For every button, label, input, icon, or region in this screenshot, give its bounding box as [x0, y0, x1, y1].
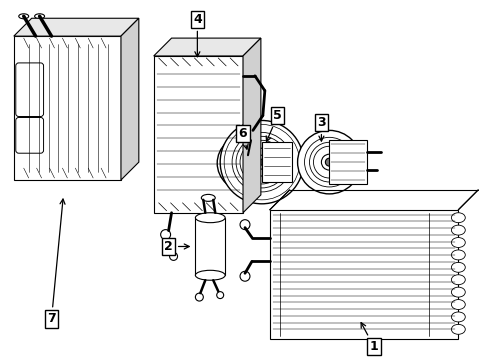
Circle shape [314, 146, 345, 178]
Circle shape [170, 252, 177, 260]
Ellipse shape [451, 287, 466, 297]
Bar [154, 56, 243, 213]
Circle shape [310, 142, 349, 182]
Circle shape [196, 293, 203, 301]
Polygon shape [121, 18, 139, 180]
Ellipse shape [451, 300, 466, 310]
Circle shape [232, 132, 292, 192]
Circle shape [246, 130, 256, 140]
Text: 5: 5 [266, 109, 282, 141]
Text: 4: 4 [193, 13, 202, 57]
Ellipse shape [201, 194, 215, 201]
Polygon shape [243, 38, 261, 213]
Circle shape [321, 154, 337, 170]
Ellipse shape [451, 250, 466, 260]
Ellipse shape [217, 134, 279, 192]
Bar [14, 36, 121, 180]
Circle shape [230, 145, 266, 181]
Circle shape [240, 140, 284, 184]
Circle shape [224, 125, 299, 200]
Circle shape [222, 137, 274, 189]
FancyBboxPatch shape [16, 63, 44, 117]
Polygon shape [14, 18, 139, 36]
Ellipse shape [451, 324, 466, 334]
Circle shape [255, 155, 269, 169]
Text: 1: 1 [361, 323, 378, 353]
Ellipse shape [451, 275, 466, 285]
Circle shape [297, 130, 361, 194]
Circle shape [217, 292, 223, 298]
Circle shape [226, 141, 270, 185]
Circle shape [240, 271, 250, 281]
Ellipse shape [451, 213, 466, 223]
Ellipse shape [35, 14, 45, 19]
Ellipse shape [196, 270, 225, 280]
Circle shape [325, 158, 333, 166]
Ellipse shape [451, 225, 466, 235]
Ellipse shape [19, 14, 29, 19]
Text: 6: 6 [239, 127, 248, 149]
Ellipse shape [196, 213, 225, 223]
Circle shape [242, 155, 250, 163]
Circle shape [243, 158, 253, 168]
Circle shape [259, 159, 265, 165]
Bar [262, 142, 292, 182]
Circle shape [220, 121, 303, 204]
Circle shape [236, 136, 288, 188]
Circle shape [240, 220, 250, 230]
Circle shape [305, 137, 354, 187]
Bar [270, 210, 458, 339]
Polygon shape [154, 38, 261, 56]
Bar [196, 218, 225, 275]
Ellipse shape [451, 262, 466, 272]
Ellipse shape [451, 312, 466, 322]
Circle shape [236, 151, 260, 175]
Text: 2: 2 [164, 240, 189, 253]
FancyBboxPatch shape [16, 117, 44, 153]
Ellipse shape [451, 238, 466, 247]
Bar [329, 140, 367, 184]
Circle shape [161, 230, 171, 239]
Text: 3: 3 [317, 116, 326, 141]
Circle shape [248, 148, 276, 176]
Text: 7: 7 [47, 199, 65, 325]
